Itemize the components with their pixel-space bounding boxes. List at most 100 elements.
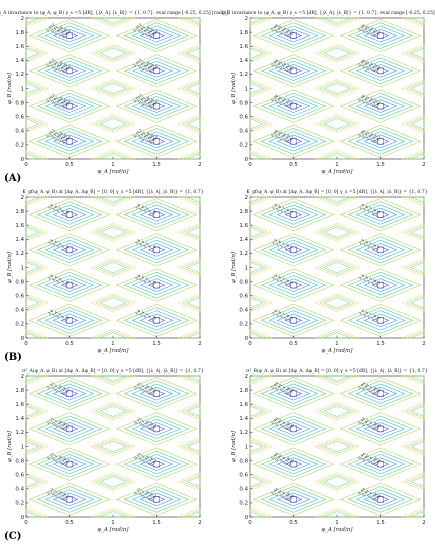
contour-label: 0.36: [374, 493, 383, 502]
contour-line: [323, 405, 351, 417]
contour-line: [115, 268, 198, 302]
contour-line: [66, 32, 73, 39]
contour-label: 2.9: [271, 203, 278, 210]
y-tick-label: 0: [21, 336, 25, 342]
contour-line: [290, 425, 297, 433]
contour-label: 2.5: [374, 280, 381, 287]
contour-label: 0.008: [54, 25, 65, 36]
panel-title: σ²_B(φ_A, φ_B) at [Δφ_A, Δφ_B] = [0, 0] …: [246, 367, 428, 374]
contour-line: [249, 297, 264, 309]
contour-label: 2.7: [366, 242, 373, 249]
contour-label: 3.6: [47, 238, 54, 245]
contour-label: 0.18: [146, 491, 155, 500]
contour-label: 0.05: [362, 60, 370, 68]
contour-label: 3.6: [134, 308, 141, 315]
contour-line: [94, 45, 132, 61]
y-axis-label: φ_B [rad/π]: [231, 430, 237, 462]
contour-line: [123, 450, 190, 478]
contour-line: [99, 47, 127, 59]
contour-line: [153, 390, 160, 397]
contour-line: [94, 474, 132, 490]
contour-label: 0.006: [145, 133, 156, 144]
contour-line: [276, 313, 311, 328]
contour-label: 0.38: [370, 456, 379, 465]
contour-label: 0.42: [362, 418, 370, 426]
contour-label: 0.17: [150, 494, 158, 502]
contour-label: 0.2: [138, 454, 145, 461]
contour-line: [25, 196, 40, 203]
x-axis-label: φ_A [rad/π]: [98, 348, 130, 354]
contour-label: 2.8: [362, 310, 369, 317]
x-tick-label: 1: [335, 520, 338, 526]
contour-line: [131, 131, 182, 152]
contour-line: [90, 114, 136, 133]
contour-line: [90, 402, 136, 421]
contour-label: 0.008: [54, 61, 65, 72]
contour-line: [249, 440, 264, 453]
contour-line: [377, 317, 384, 324]
contour-label: 3.2: [142, 312, 149, 319]
contour-label: 0.19: [142, 384, 151, 393]
contour-label: 0.004: [149, 64, 160, 75]
contour-label: 0.42: [275, 383, 283, 391]
y-tick-label: 1.4: [239, 416, 248, 422]
contour-label: 0.02: [374, 136, 382, 144]
contour-label: 0.44: [358, 416, 367, 425]
chart-panel: g_B invariance to (φ_A, φ_B) γ_s =5 [dB]…: [222, 9, 435, 175]
contour-line: [36, 271, 103, 299]
contour-line: [276, 457, 311, 471]
contour-line: [363, 278, 398, 292]
contour-line: [25, 440, 40, 453]
contour-label: 0.19: [142, 490, 151, 499]
contour-label: 0.4: [366, 491, 373, 498]
contour-label: 2.5: [287, 280, 294, 287]
contour-line: [99, 17, 127, 24]
contour-line: [276, 386, 311, 401]
contour-line: [347, 236, 414, 264]
contour-label: 0.21: [134, 417, 142, 425]
panel-title: K_gf(φ_A, φ_B) at [Δφ_A, Δφ_B] = [0, 0] …: [246, 188, 427, 195]
contour-label: 2.9: [358, 203, 365, 210]
contour-line: [410, 196, 425, 203]
contour-label: 0.06: [271, 93, 280, 102]
contour-line: [410, 476, 425, 488]
contour-line: [66, 317, 73, 324]
contour-line: [99, 440, 127, 453]
panel-title: σ²_A(φ_A, φ_B) at [Δφ_A, Δφ_B] = [0, 0] …: [22, 367, 204, 374]
contour-line: [377, 246, 384, 254]
contour-label: 2.8: [275, 240, 282, 247]
contour-label: 2.6: [370, 243, 377, 250]
contour-line: [268, 383, 319, 404]
contour-label: 0.19: [55, 419, 64, 428]
contour-line: [276, 492, 311, 507]
contour-line: [99, 226, 127, 238]
contour-line: [339, 19, 422, 53]
contour-line: [323, 375, 351, 382]
contour-label: 0.4: [366, 420, 373, 427]
contour-line: [36, 236, 103, 264]
x-tick-label: 0: [248, 162, 252, 168]
contour-line: [123, 22, 190, 49]
contour-label: 0.17: [150, 423, 158, 431]
y-tick-label: 0.8: [239, 458, 248, 464]
contour-label: 0.18: [59, 386, 68, 395]
y-tick-label: 2: [21, 16, 24, 22]
contour-label: 0.006: [145, 62, 156, 73]
contour-line: [260, 128, 327, 155]
contour-line: [260, 22, 327, 49]
contour-line: [52, 422, 87, 436]
y-tick-label: 2: [21, 195, 24, 201]
contour-label: 0.02: [374, 65, 382, 73]
contour-line: [410, 440, 425, 453]
contour-line: [123, 307, 190, 334]
contour-line: [355, 454, 406, 475]
contour-label: 0.05: [275, 25, 283, 33]
contour-line: [339, 268, 422, 302]
plot-area: [25, 17, 201, 160]
contour-line: [249, 511, 264, 518]
contour-line: [339, 54, 422, 88]
contour-line: [276, 243, 311, 257]
contour-label: 0.04: [366, 97, 375, 106]
contour-line: [28, 198, 111, 232]
contour-line: [52, 28, 87, 43]
